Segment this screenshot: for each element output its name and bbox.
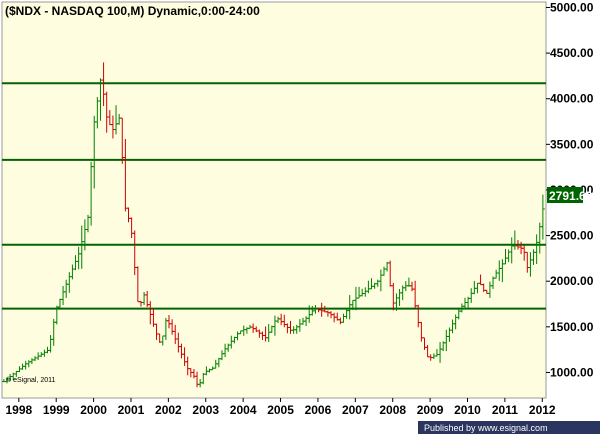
y-tick-label: 5000.00 <box>550 0 594 14</box>
x-tick-label: 2003 <box>192 403 219 417</box>
price-bars <box>1 62 545 388</box>
y-tick-label: 3500.00 <box>550 137 594 151</box>
x-tick-label: 2005 <box>267 403 294 417</box>
y-tick-label: 4000.00 <box>550 92 594 106</box>
x-tick-label: 2004 <box>230 403 257 417</box>
footer-credit: Published by www.esignal.com <box>424 423 548 433</box>
x-tick-label: 2012 <box>529 403 556 417</box>
y-tick-label: 2500.00 <box>550 229 594 243</box>
horizontal-levels <box>2 82 546 310</box>
x-tick-label: 2006 <box>305 403 332 417</box>
x-tick-label: 1998 <box>5 403 32 417</box>
x-tick-label: 2009 <box>417 403 444 417</box>
y-tick-label: 4500.00 <box>550 46 594 60</box>
x-tick-label: 2000 <box>80 403 107 417</box>
x-tick-label: 2007 <box>342 403 369 417</box>
x-axis: 1998 1999 2000 2001 2002 2003 2004 2005 2006 2007… <box>5 398 556 417</box>
last-price-label: 2791.63 <box>549 189 593 203</box>
x-tick-label: 2002 <box>155 403 182 417</box>
x-tick-label: 2010 <box>454 403 481 417</box>
y-tick-label: 2000.00 <box>550 274 594 288</box>
y-axis: 1000.001500.002000.002500.003000.003500.… <box>546 0 594 379</box>
plot-area <box>1 1 547 399</box>
copyright-note: © eSignal, 2011 <box>6 376 56 384</box>
x-tick-label: 2008 <box>379 403 406 417</box>
x-tick-label: 2011 <box>492 403 518 417</box>
y-tick-label: 1500.00 <box>550 320 594 334</box>
chart-title: ($NDX - NASDAQ 100,M) Dynamic,0:00-24:00 <box>5 4 260 18</box>
x-tick-label: 1999 <box>43 403 70 417</box>
footer-bar <box>418 421 600 434</box>
ohlc-bar <box>540 194 545 240</box>
x-tick-label: 2001 <box>118 403 145 417</box>
last-price-tag <box>547 187 583 203</box>
y-tick-label: 1000.00 <box>550 365 594 379</box>
